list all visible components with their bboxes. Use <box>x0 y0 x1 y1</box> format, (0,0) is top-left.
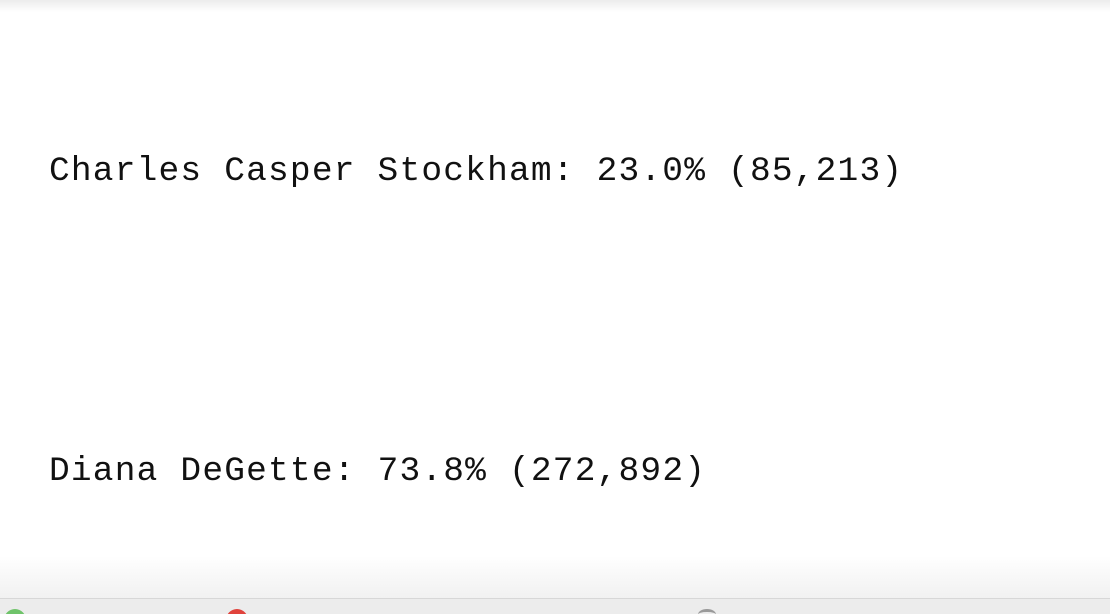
arc-icon <box>698 609 716 614</box>
green-status-icon[interactable] <box>4 609 26 614</box>
blank-line <box>49 297 903 347</box>
top-edge-shadow <box>0 0 1110 12</box>
candidate-result-line: Diana DeGette: 73.8% (272,892) <box>49 452 707 491</box>
candidate-result-line: Charles Casper Stockham: 23.0% (85,213) <box>49 152 904 191</box>
election-results-output: Charles Casper Stockham: 23.0% (85,213) … <box>49 47 903 614</box>
bottom-toolbar <box>0 598 1110 614</box>
red-status-icon[interactable] <box>226 609 248 614</box>
